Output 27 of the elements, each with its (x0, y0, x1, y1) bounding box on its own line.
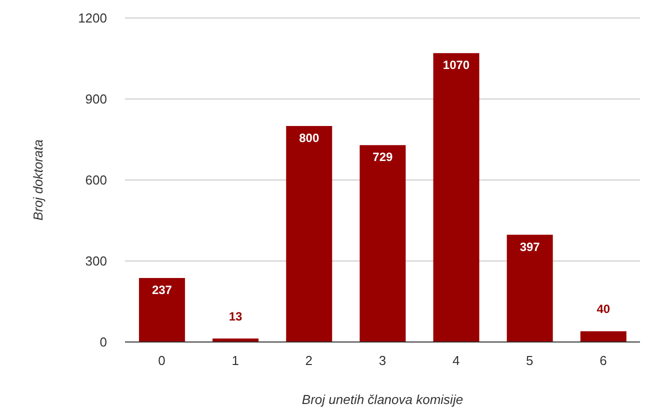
x-tick-label: 6 (600, 353, 607, 368)
x-tick-label: 2 (305, 353, 313, 368)
data-label: 729 (372, 150, 394, 164)
data-label: 800 (299, 131, 320, 145)
bar (580, 331, 626, 342)
x-tick-label: 1 (232, 353, 239, 368)
y-tick-label: 600 (85, 172, 107, 188)
x-axis-title: Broj unetih članova komisije (302, 392, 464, 407)
x-tick-label: 5 (526, 353, 534, 368)
bar (138, 278, 185, 342)
bar (286, 126, 332, 342)
bar (506, 234, 553, 342)
y-tick-label: 900 (85, 92, 107, 107)
y-tick-label: 0 (100, 334, 107, 350)
y-tick-label: 1200 (78, 10, 107, 26)
x-tick-label: 0 (158, 353, 166, 368)
data-label: 13 (228, 309, 243, 324)
data-label: 237 (152, 283, 172, 298)
y-tick-label: 300 (85, 254, 107, 269)
data-label: 397 (520, 240, 540, 254)
data-label: 1070 (442, 58, 470, 72)
bar (433, 53, 480, 342)
y-axis-title: Broj doktorata (30, 140, 46, 220)
x-tick-label: 4 (452, 353, 460, 368)
bar (360, 145, 406, 342)
data-label: 40 (596, 302, 610, 316)
x-tick-label: 3 (378, 353, 386, 368)
